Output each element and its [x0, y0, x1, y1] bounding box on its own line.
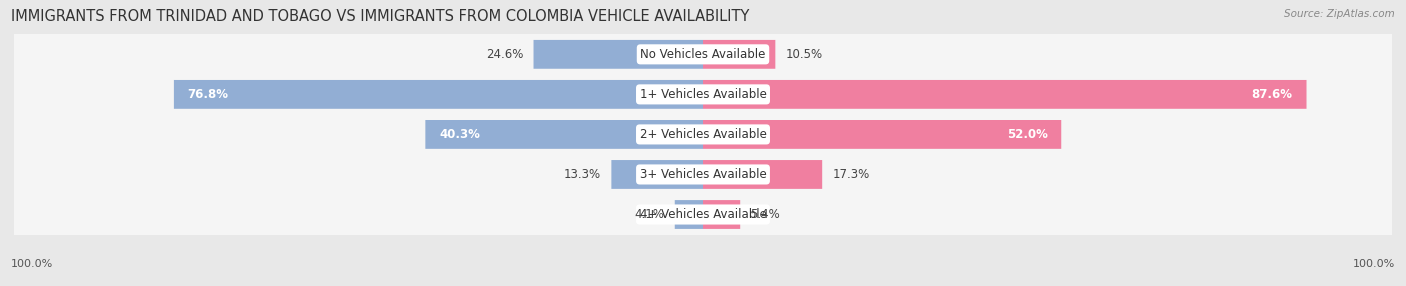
Text: 76.8%: 76.8% — [187, 88, 229, 101]
Text: 13.3%: 13.3% — [564, 168, 600, 181]
FancyBboxPatch shape — [703, 120, 1062, 149]
Text: 2+ Vehicles Available: 2+ Vehicles Available — [640, 128, 766, 141]
Text: No Vehicles Available: No Vehicles Available — [640, 48, 766, 61]
Text: 40.3%: 40.3% — [439, 128, 479, 141]
FancyBboxPatch shape — [703, 200, 740, 229]
Text: 5.4%: 5.4% — [751, 208, 780, 221]
FancyBboxPatch shape — [703, 80, 1306, 109]
FancyBboxPatch shape — [612, 160, 703, 189]
FancyBboxPatch shape — [7, 94, 1399, 174]
FancyBboxPatch shape — [703, 40, 775, 69]
FancyBboxPatch shape — [7, 14, 1399, 94]
FancyBboxPatch shape — [533, 40, 703, 69]
Text: 3+ Vehicles Available: 3+ Vehicles Available — [640, 168, 766, 181]
Text: 100.0%: 100.0% — [1353, 259, 1395, 269]
Text: 4+ Vehicles Available: 4+ Vehicles Available — [640, 208, 766, 221]
Text: IMMIGRANTS FROM TRINIDAD AND TOBAGO VS IMMIGRANTS FROM COLOMBIA VEHICLE AVAILABI: IMMIGRANTS FROM TRINIDAD AND TOBAGO VS I… — [11, 9, 749, 23]
FancyBboxPatch shape — [7, 134, 1399, 214]
FancyBboxPatch shape — [174, 80, 703, 109]
Text: 87.6%: 87.6% — [1251, 88, 1292, 101]
Text: 52.0%: 52.0% — [1007, 128, 1047, 141]
Text: Source: ZipAtlas.com: Source: ZipAtlas.com — [1284, 9, 1395, 19]
FancyBboxPatch shape — [675, 200, 703, 229]
FancyBboxPatch shape — [703, 160, 823, 189]
Text: 1+ Vehicles Available: 1+ Vehicles Available — [640, 88, 766, 101]
Text: 24.6%: 24.6% — [486, 48, 523, 61]
Text: 10.5%: 10.5% — [786, 48, 823, 61]
FancyBboxPatch shape — [7, 54, 1399, 134]
Text: 4.1%: 4.1% — [634, 208, 665, 221]
Text: 100.0%: 100.0% — [11, 259, 53, 269]
FancyBboxPatch shape — [426, 120, 703, 149]
FancyBboxPatch shape — [7, 174, 1399, 255]
Text: 17.3%: 17.3% — [832, 168, 870, 181]
